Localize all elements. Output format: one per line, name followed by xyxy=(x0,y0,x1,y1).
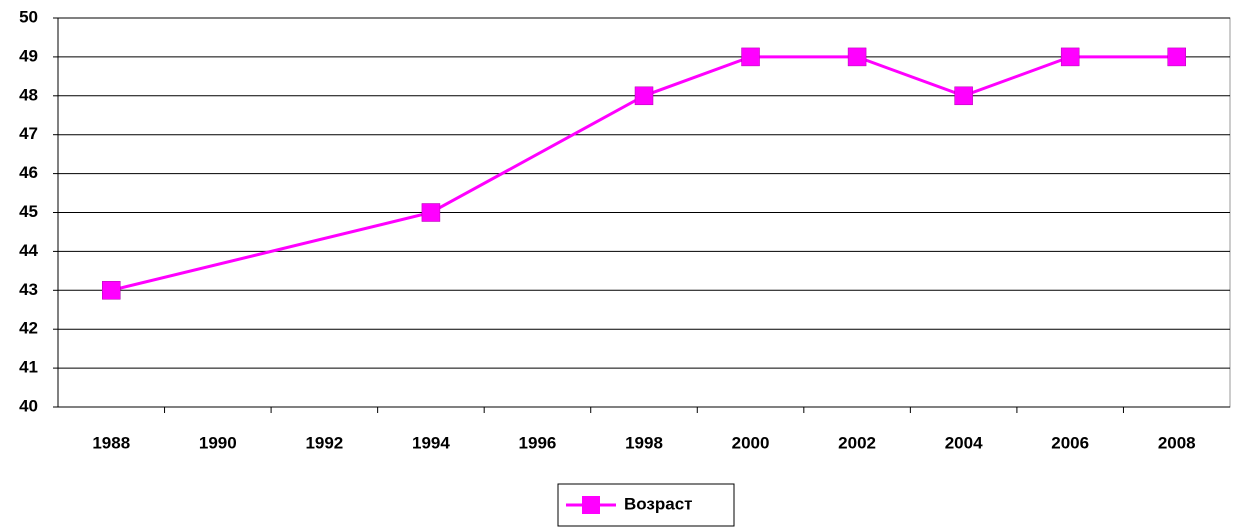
y-tick-label: 47 xyxy=(19,124,38,143)
y-tick-label: 46 xyxy=(19,163,38,182)
y-tick-label: 49 xyxy=(19,46,38,65)
x-tick-label: 1988 xyxy=(92,433,130,452)
series-line xyxy=(110,55,1177,292)
x-tick-label: 1998 xyxy=(625,433,663,452)
x-tick-label: 2008 xyxy=(1158,433,1196,452)
y-tick-label: 40 xyxy=(19,396,38,415)
x-tick-label: 1992 xyxy=(305,433,343,452)
y-tick-label: 50 xyxy=(19,7,38,26)
x-tick-label: 2006 xyxy=(1051,433,1089,452)
point-marker xyxy=(1167,47,1186,67)
point-marker xyxy=(741,47,760,67)
x-tick-label: 1994 xyxy=(412,433,450,452)
legend-marker xyxy=(582,496,600,514)
x-tick-label: 2002 xyxy=(838,433,876,452)
point-marker xyxy=(421,203,441,222)
point-marker xyxy=(634,86,654,106)
x-tick-label: 1996 xyxy=(519,433,557,452)
y-tick-label: 44 xyxy=(19,241,38,260)
legend: Возраст xyxy=(557,483,735,527)
point-marker xyxy=(102,281,121,300)
point-marker xyxy=(847,47,867,67)
y-tick-label: 41 xyxy=(19,358,38,377)
x-tick-label: 1990 xyxy=(199,433,237,452)
x-tick-label: 2004 xyxy=(945,433,983,452)
legend-label: Возраст xyxy=(624,494,693,513)
y-tick-label: 48 xyxy=(19,85,38,104)
x-tick-label: 2000 xyxy=(732,433,770,452)
y-tick-label: 45 xyxy=(19,202,38,221)
point-marker xyxy=(954,86,973,106)
y-tick-label: 43 xyxy=(19,280,38,299)
y-tick-label: 42 xyxy=(19,319,38,338)
point-marker xyxy=(1060,47,1080,67)
